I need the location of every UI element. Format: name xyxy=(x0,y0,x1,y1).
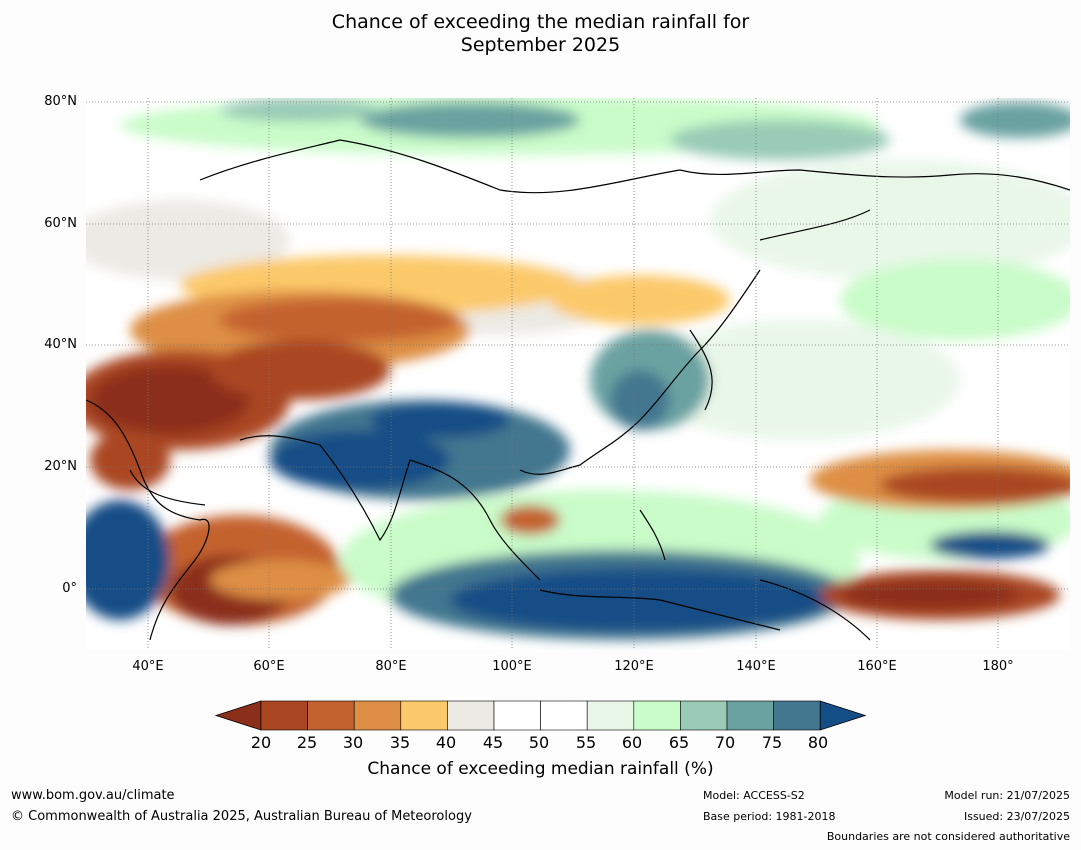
lon-label-160e: 160°E xyxy=(857,659,897,674)
colorbar-title: Chance of exceeding median rainfall (%) xyxy=(367,759,714,779)
lon-label-180: 180° xyxy=(982,659,1014,674)
colorbar-segment xyxy=(353,700,402,731)
colorbar-tick: 20 xyxy=(250,733,272,752)
lon-label-140e: 140°E xyxy=(736,659,776,674)
colorbar-segment xyxy=(586,700,635,731)
footer-website: www.bom.gov.au/climate xyxy=(11,788,175,803)
footer-issued: Issued: 23/07/2025 xyxy=(963,810,1070,823)
lon-label-120e: 120°E xyxy=(614,659,654,674)
colorbar-segment xyxy=(633,700,681,731)
lon-label-100e: 100°E xyxy=(492,659,532,674)
colorbar-tick: 65 xyxy=(668,733,690,752)
lat-label-60n: 60°N xyxy=(44,216,77,231)
map-title-line1: Chance of exceeding the median rainfall … xyxy=(331,11,750,33)
colorbar xyxy=(214,700,867,731)
colorbar-segment xyxy=(540,700,588,731)
colorbar-segment xyxy=(400,700,448,731)
lat-label-20n: 20°N xyxy=(44,459,77,474)
footer-model: Model: ACCESS-S2 xyxy=(703,789,805,802)
colorbar-tick: 80 xyxy=(807,733,829,752)
colorbar-segment xyxy=(773,700,821,731)
lon-label-60e: 60°E xyxy=(253,659,285,674)
colorbar-extend-high xyxy=(819,700,867,731)
footer-boundaries-note: Boundaries are not considered authoritat… xyxy=(826,830,1070,843)
colorbar-segment xyxy=(307,700,355,731)
lon-label-80e: 80°E xyxy=(375,659,407,674)
colorbar-tick: 25 xyxy=(296,733,318,752)
colorbar-tick: 75 xyxy=(761,733,783,752)
colorbar-tick: 30 xyxy=(342,733,364,752)
gridlines xyxy=(86,98,1070,650)
lat-label-80n: 80°N xyxy=(44,94,77,109)
footer-base-period: Base period: 1981-2018 xyxy=(703,810,836,823)
map-field xyxy=(86,98,1070,650)
colorbar-tick: 60 xyxy=(621,733,643,752)
lat-label-40n: 40°N xyxy=(44,337,77,352)
colorbar-segment xyxy=(447,700,495,731)
map-title-line2: September 2025 xyxy=(460,34,621,56)
footer-copyright: © Commonwealth of Australia 2025, Austra… xyxy=(11,809,472,824)
lon-label-40e: 40°E xyxy=(132,659,164,674)
colorbar-tick: 55 xyxy=(575,733,597,752)
colorbar-tick: 40 xyxy=(435,733,457,752)
colorbar-tick: 45 xyxy=(482,733,504,752)
colorbar-tick: 50 xyxy=(528,733,550,752)
colorbar-segment xyxy=(726,700,774,731)
colorbar-tick: 70 xyxy=(714,733,736,752)
colorbar-extend-low xyxy=(214,700,262,731)
coastlines xyxy=(86,139,1070,641)
colorbar-segment xyxy=(493,700,541,731)
colorbar-tick: 35 xyxy=(389,733,411,752)
colorbar-segment xyxy=(680,700,728,731)
lat-label-0: 0° xyxy=(62,581,77,596)
colorbar-segment xyxy=(260,700,308,731)
footer-model-run: Model run: 21/07/2025 xyxy=(944,789,1070,802)
